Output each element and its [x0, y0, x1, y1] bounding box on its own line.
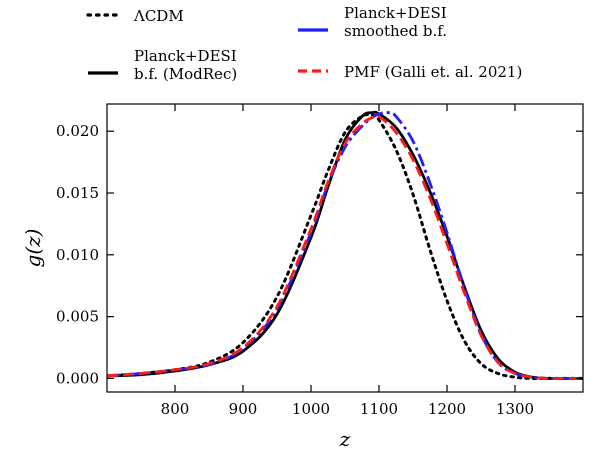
- x-tick-label: 1100: [360, 400, 398, 418]
- y-tick-label: 0.010: [56, 246, 99, 264]
- legend-label-0: ΛCDM: [133, 7, 184, 25]
- y-tick-label: 0.000: [56, 369, 99, 387]
- x-tick-label: 1200: [428, 400, 466, 418]
- series-line-0: [107, 112, 583, 380]
- series-line-3: [107, 113, 583, 380]
- y-tick-label: 0.005: [56, 308, 99, 326]
- y-tick-label: 0.015: [56, 184, 99, 202]
- curves: [107, 110, 583, 380]
- y-axis: 0.000 0.005 0.010 0.015 0.020: [56, 122, 583, 387]
- plot-frame: [106, 103, 584, 393]
- x-tick-label: 800: [161, 400, 190, 418]
- x-axis-label: z: [339, 427, 351, 451]
- legend-label-3: PMF (Galli et. al. 2021): [344, 63, 522, 81]
- y-axis-label: g(z): [21, 229, 45, 268]
- legend-label-1: Planck+DESI b.f. (ModRec): [134, 47, 237, 83]
- x-tick-label: 900: [229, 400, 258, 418]
- y-tick-label: 0.020: [56, 122, 99, 140]
- series-line-1: [107, 110, 583, 380]
- series-line-2: [107, 111, 583, 380]
- x-axis: 800 900 1000 1100 1200 1300: [161, 104, 534, 418]
- legend-label-2: Planck+DESI smoothed b.f.: [344, 4, 447, 40]
- x-tick-label: 1000: [292, 400, 330, 418]
- legend: ΛCDM Planck+DESI b.f. (ModRec) Planck+DESI s…: [86, 4, 522, 83]
- x-tick-label: 1300: [496, 400, 534, 418]
